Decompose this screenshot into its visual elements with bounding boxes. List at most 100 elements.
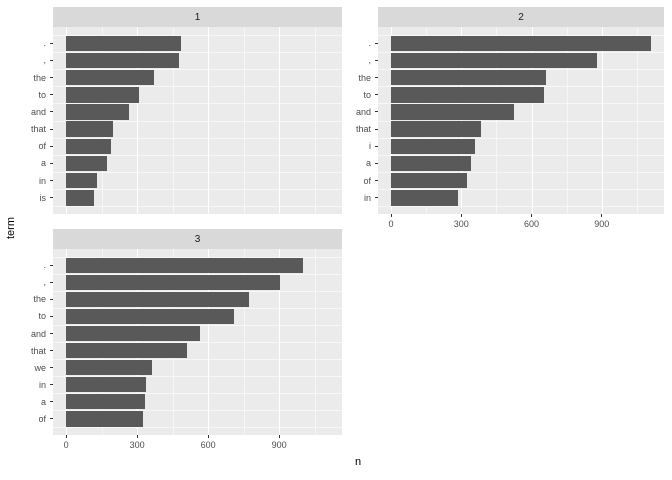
bar (66, 52, 180, 69)
minor-gridline (378, 103, 664, 105)
y-tick-mark (50, 264, 53, 266)
y-tick-mark (50, 418, 53, 420)
x-tick-label: 300 (129, 440, 145, 450)
minor-gridline (378, 137, 664, 139)
minor-gridline (53, 307, 342, 309)
x-axis: 0 300 600 900 (378, 214, 664, 238)
facet-strip: 1 (53, 7, 342, 27)
x-tick-mark (460, 214, 462, 217)
y-tick-label: and (30, 106, 46, 117)
y-tick-mark (50, 59, 53, 61)
y-tick-mark (50, 94, 53, 96)
x-axis: 0 300 600 900 (53, 435, 342, 459)
bar (66, 394, 145, 410)
bar (66, 274, 281, 290)
bar (66, 342, 187, 359)
facet-strip-label: 3 (194, 233, 201, 245)
minor-gridline (378, 34, 664, 36)
x-tick-label: 600 (200, 440, 216, 450)
bar (66, 35, 181, 51)
y-tick-mark (50, 384, 53, 386)
bar (66, 69, 154, 86)
minor-gridline (378, 120, 664, 122)
y-tick-label: that (355, 124, 371, 135)
facet-strip-label: 1 (194, 11, 201, 23)
bar (391, 155, 471, 172)
minor-gridline (53, 206, 342, 208)
bar (391, 138, 476, 154)
bar (66, 190, 95, 206)
y-tick-mark (50, 111, 53, 113)
minor-gridline (378, 189, 664, 191)
y-tick-label: a (365, 158, 371, 169)
minor-gridline (53, 410, 342, 412)
y-tick-label: and (355, 106, 371, 117)
minor-gridline (378, 206, 664, 208)
y-tick-label: the (358, 72, 371, 83)
y-tick-mark (375, 180, 378, 182)
y-tick-mark (50, 281, 53, 283)
y-tick-label: . (368, 38, 371, 49)
facet-3: 3 0 300 600 900 ., the to and that we in a of (31, 229, 342, 459)
bar (66, 411, 143, 427)
y-tick-label: that (30, 345, 46, 356)
y-tick-label: to (363, 89, 371, 100)
x-tick-mark (65, 435, 67, 438)
y-tick-mark (50, 162, 53, 164)
y-tick-label: in (363, 192, 371, 203)
x-tick-mark (278, 435, 280, 438)
plot-panel (378, 27, 664, 214)
minor-gridline (53, 172, 342, 173)
y-tick-mark (50, 350, 53, 351)
x-tick-mark (601, 214, 603, 217)
bar (391, 190, 458, 206)
y-tick-mark (375, 59, 378, 61)
y-tick-mark (375, 94, 378, 96)
facet-2: 2 0 300 600 900 ., the to and that i a of in (356, 7, 664, 238)
y-tick-mark (50, 367, 53, 369)
minor-gridline (53, 120, 342, 122)
y-tick-label: and (30, 328, 46, 339)
minor-gridline (53, 137, 342, 139)
minor-gridline (53, 324, 342, 326)
minor-gridline (53, 256, 342, 258)
y-tick-label: the (33, 294, 46, 305)
bar (66, 359, 153, 376)
y-tick-mark (50, 145, 53, 147)
y-tick-label: , (368, 55, 371, 66)
facet-strip: 2 (378, 7, 664, 27)
y-tick-mark (375, 77, 378, 79)
minor-gridline (53, 393, 342, 395)
facet-strip: 3 (53, 229, 342, 249)
y-tick-mark (50, 315, 53, 317)
plot-panel (53, 249, 342, 435)
y-tick-label: , (43, 55, 46, 66)
bar (391, 87, 545, 103)
y-tick-label: a (40, 396, 46, 407)
y-tick-label: of (38, 141, 46, 152)
bar (66, 87, 139, 103)
bar (391, 52, 598, 69)
bar (66, 257, 303, 273)
x-tick-label: 0 (63, 440, 69, 450)
y-tick-label: of (363, 175, 371, 186)
bar (66, 104, 130, 120)
y-tick-mark (50, 333, 53, 334)
x-tick-label: 600 (523, 219, 540, 229)
x-tick-label: 900 (271, 440, 287, 450)
x-tick-mark (207, 435, 209, 438)
bar (66, 291, 250, 307)
y-tick-mark (375, 162, 378, 164)
facet-1: 1 ., the to and that of a in is (31, 7, 342, 214)
x-tick-label: 300 (453, 219, 469, 229)
x-tick-label: 0 (388, 219, 394, 229)
bar (66, 308, 235, 325)
y-tick-label: of (38, 413, 46, 424)
y-tick-mark (375, 111, 378, 113)
y-tick-mark (375, 128, 378, 130)
y-tick-mark (50, 401, 53, 403)
bar (391, 121, 482, 137)
y-tick-label: we (34, 362, 46, 373)
bar (66, 325, 200, 342)
